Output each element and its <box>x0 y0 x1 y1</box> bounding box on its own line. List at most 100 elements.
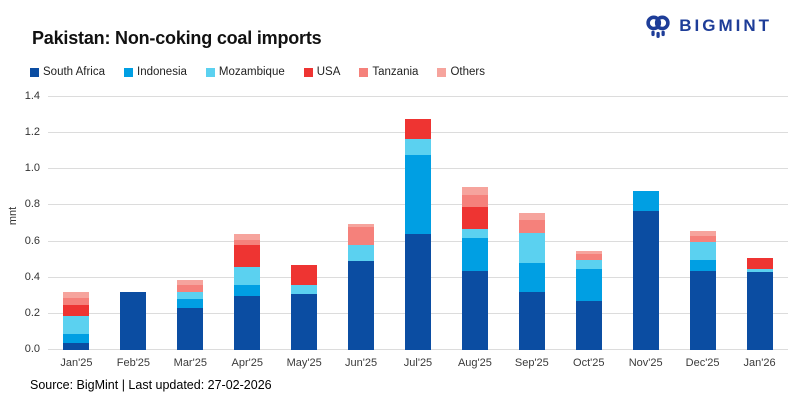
x-tick-label: Nov'25 <box>628 357 663 369</box>
bigmint-logo: BIGMINT <box>644 12 772 40</box>
bar-aug25 <box>461 97 488 350</box>
y-tick-label: 0.2 <box>24 306 40 319</box>
bar-segment-usa <box>234 245 261 267</box>
legend-item-mozambique: Mozambique <box>205 66 285 78</box>
bar-slot: Apr'25 <box>219 97 276 369</box>
bar-apr25 <box>234 97 261 350</box>
bar-segment-south-africa <box>120 292 147 350</box>
legend-label: USA <box>316 66 341 78</box>
bar-segment-indonesia <box>177 299 204 309</box>
x-tick-label: Mar'25 <box>173 357 207 369</box>
bar-nov25 <box>632 97 659 350</box>
bar-segment-indonesia <box>689 259 716 271</box>
bar-segment-south-africa <box>632 210 659 350</box>
bar-slot: Dec'25 <box>674 97 731 369</box>
bar-segment-indonesia <box>63 333 90 343</box>
legend-item-usa: USA <box>303 66 341 78</box>
bar-segment-mozambique <box>575 259 602 269</box>
bar-sep25 <box>518 97 545 350</box>
bar-segment-south-africa <box>177 308 204 350</box>
bar-mar25 <box>177 97 204 350</box>
bar-segment-mozambique <box>63 315 90 334</box>
bar-segment-others <box>63 292 90 298</box>
x-tick-label: Apr'25 <box>231 357 263 369</box>
bar-segment-mozambique <box>404 138 431 155</box>
legend-label: Tanzania <box>372 66 419 78</box>
y-tick-label: 1.0 <box>24 162 40 175</box>
legend-swatch <box>303 67 313 77</box>
bar-segment-south-africa <box>746 272 773 350</box>
chart-title: Pakistan: Non-coking coal imports <box>32 28 322 48</box>
bigmint-logo-icon <box>644 12 672 40</box>
y-tick-label: 1.2 <box>24 126 40 139</box>
bar-dec25 <box>689 97 716 350</box>
bar-segment-south-africa <box>348 261 375 350</box>
x-tick-label: Jun'25 <box>345 357 378 369</box>
x-tick-label: Oct'25 <box>573 357 605 369</box>
bar-segment-indonesia <box>234 284 261 296</box>
bar-segment-mozambique <box>461 228 488 238</box>
legend-swatch <box>30 67 39 77</box>
bar-segment-south-africa <box>575 301 602 350</box>
bar-slot: May'25 <box>276 97 333 369</box>
bar-segment-south-africa <box>518 292 545 350</box>
bar-segment-usa <box>63 304 90 316</box>
legend: South Africa Indonesia Mozambique USA Tanzan… <box>30 66 485 78</box>
legend-item-tanzania: Tanzania <box>359 66 418 78</box>
bar-slot: Jan'25 <box>48 97 105 369</box>
source-note: Source: BigMint | Last updated: 27-02-20… <box>30 378 272 392</box>
bar-segment-mozambique <box>689 241 716 260</box>
y-tick-label: 0.0 <box>24 343 40 355</box>
bar-segment-others <box>518 212 545 220</box>
bar-segment-usa <box>746 257 773 269</box>
bar-segment-tanzania <box>63 297 90 305</box>
bar-segment-others <box>234 234 261 240</box>
legend-label: South Africa <box>43 66 106 78</box>
bar-feb25 <box>120 97 147 350</box>
x-tick-label: Jan'25 <box>60 357 93 369</box>
bar-jan25 <box>63 97 90 350</box>
bar-segment-tanzania <box>177 284 204 293</box>
bar-segment-south-africa <box>404 234 431 350</box>
legend-label: Mozambique <box>218 66 285 78</box>
bar-jan26 <box>746 97 773 350</box>
bar-segment-others <box>575 250 602 255</box>
bar-segment-mozambique <box>234 266 261 285</box>
bar-may25 <box>291 97 318 350</box>
y-tick-label: 1.4 <box>24 90 40 102</box>
bar-segment-others <box>689 230 716 237</box>
bar-oct25 <box>575 97 602 350</box>
bar-segment-tanzania <box>234 239 261 246</box>
x-tick-label: Jul'25 <box>403 357 433 369</box>
bar-segment-indonesia <box>632 190 659 211</box>
legend-swatch <box>205 67 215 77</box>
bar-segment-south-africa <box>234 295 261 350</box>
bar-segment-usa <box>291 265 318 285</box>
bar-segment-indonesia <box>518 263 545 293</box>
legend-swatch <box>437 67 447 77</box>
bar-slot: Jul'25 <box>390 97 447 369</box>
x-tick-label: Dec'25 <box>685 357 720 369</box>
x-tick-label: Aug'25 <box>457 357 492 369</box>
bar-segment-others <box>461 187 488 195</box>
bar-jul25 <box>404 97 431 350</box>
bar-segment-indonesia <box>404 154 431 235</box>
bar-segment-others <box>348 223 375 228</box>
legend-swatch <box>359 67 369 77</box>
bar-segment-indonesia <box>575 268 602 302</box>
legend-item-others: Others <box>437 66 485 78</box>
bar-segment-south-africa <box>291 293 318 350</box>
bar-slot: Feb'25 <box>105 97 162 369</box>
bar-jun25 <box>348 97 375 350</box>
y-axis-ticks: 0.0 0.2 0.4 0.6 0.8 1.0 1.2 1.4 <box>0 90 40 355</box>
bar-segment-mozambique <box>518 232 545 264</box>
y-tick-label: 0.6 <box>24 234 40 247</box>
bar-segment-tanzania <box>575 254 602 260</box>
bar-slot: Jun'25 <box>333 97 390 369</box>
bar-slot: Oct'25 <box>560 97 617 369</box>
bar-segment-mozambique <box>291 284 318 294</box>
y-tick-label: 0.8 <box>24 198 40 211</box>
bar-segment-mozambique <box>348 245 375 262</box>
bar-segment-mozambique <box>746 268 773 273</box>
